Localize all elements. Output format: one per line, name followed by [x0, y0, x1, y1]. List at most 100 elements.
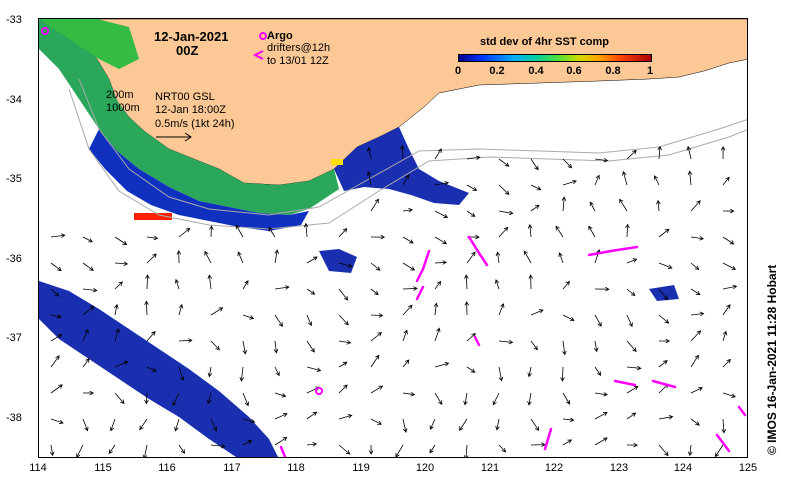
x-tick-label: 118 — [287, 462, 305, 474]
drifter-track — [279, 445, 287, 457]
map-date-title: 12-Jan-2021 — [154, 29, 229, 44]
isobath-1000m — [68, 88, 747, 230]
current-arrow — [114, 328, 120, 342]
current-arrow — [274, 285, 290, 290]
current-arrow — [466, 366, 476, 373]
current-arrow — [50, 233, 66, 238]
current-arrow — [528, 274, 533, 290]
current-arrow — [463, 392, 468, 406]
current-arrow — [722, 176, 730, 186]
sst-swath-northwest — [39, 19, 139, 69]
current-arrow — [402, 174, 409, 186]
current-arrow — [466, 251, 476, 264]
current-arrow — [530, 309, 544, 316]
current-arrow — [558, 252, 564, 264]
x-tick-label: 117 — [223, 462, 241, 474]
current-arrow — [530, 184, 542, 191]
current-arrow — [50, 334, 63, 342]
drifters-range-label: to 13/01 12Z — [267, 55, 329, 67]
argo-float — [41, 27, 49, 35]
current-arrow — [176, 249, 182, 264]
current-arrow — [306, 411, 318, 420]
current-arrow — [686, 145, 692, 160]
current-arrow — [492, 392, 500, 406]
current-arrow — [720, 145, 726, 160]
x-tick-label: 116 — [158, 462, 176, 474]
current-arrow — [178, 444, 186, 454]
current-arrow — [466, 155, 481, 160]
current-arrow — [690, 236, 705, 241]
colorbar-tick: 0.4 — [528, 65, 544, 77]
current-arrow — [235, 224, 244, 238]
current-arrow — [370, 354, 380, 368]
current-arrow — [434, 361, 450, 368]
current-arrow — [722, 208, 735, 214]
current-arrow — [204, 250, 212, 264]
x-tick-label: 124 — [673, 462, 693, 474]
current-arrow — [594, 286, 610, 292]
current-arrow — [402, 329, 408, 342]
y-tick-label: -36 — [6, 253, 22, 265]
current-arrow — [367, 146, 372, 160]
current-arrow — [626, 340, 637, 352]
current-arrow — [402, 286, 418, 291]
current-arrow — [178, 366, 185, 382]
current-source-label: NRT00 GSL — [155, 91, 215, 103]
current-arrow — [82, 262, 94, 271]
current-arrow — [114, 303, 119, 316]
current-arrow — [146, 366, 157, 372]
current-arrow — [338, 262, 353, 268]
colorbar-title: std dev of 4hr SST comp — [480, 36, 609, 48]
current-arrow — [498, 210, 514, 216]
drifter-track — [651, 379, 677, 389]
x-tick-label: 115 — [94, 462, 112, 474]
current-arrow — [274, 314, 283, 327]
current-arrow — [145, 274, 150, 290]
current-arrow — [589, 201, 596, 212]
current-arrow — [274, 249, 279, 264]
current-arrow — [50, 384, 63, 394]
current-arrow — [657, 145, 662, 160]
current-arrow — [178, 303, 184, 316]
current-arrow — [82, 287, 98, 293]
scale-arrow — [156, 132, 192, 142]
current-arrow — [722, 284, 738, 290]
map-plot-area — [38, 18, 748, 458]
current-arrow — [370, 385, 384, 394]
current-arrow — [306, 288, 316, 295]
map-canvas — [39, 19, 747, 457]
drifter-track — [543, 427, 553, 451]
y-tick-label: -34 — [6, 94, 22, 106]
current-arrow — [658, 415, 674, 420]
current-arrow — [50, 314, 62, 319]
current-arrow — [498, 366, 504, 382]
current-arrow — [370, 332, 382, 342]
current-arrow — [562, 392, 571, 405]
current-arrow — [434, 327, 441, 342]
current-arrow — [306, 340, 315, 353]
current-arrow — [207, 274, 212, 290]
current-arrow — [178, 338, 193, 343]
current-arrow — [527, 392, 532, 406]
sst-swath-southwest — [39, 281, 278, 457]
current-arrow — [562, 439, 573, 446]
current-arrow — [690, 288, 701, 296]
current-arrow — [402, 359, 410, 368]
current-arrow — [146, 253, 157, 264]
current-arrow — [402, 304, 413, 316]
current-arrow — [429, 418, 436, 431]
current-arrow — [594, 392, 608, 397]
current-arrow — [626, 149, 637, 160]
current-arrow — [619, 198, 628, 212]
current-arrow — [49, 444, 55, 457]
current-arrow — [174, 418, 180, 432]
current-arrow — [338, 414, 353, 420]
current-arrow — [626, 442, 638, 448]
current-arrow — [690, 330, 702, 342]
current-arrow — [530, 204, 540, 212]
x-tick-label: 114 — [29, 462, 47, 474]
current-arrow — [239, 366, 245, 382]
current-arrow — [402, 262, 416, 271]
current-arrow — [658, 314, 670, 324]
drifter-tracks — [279, 235, 747, 457]
